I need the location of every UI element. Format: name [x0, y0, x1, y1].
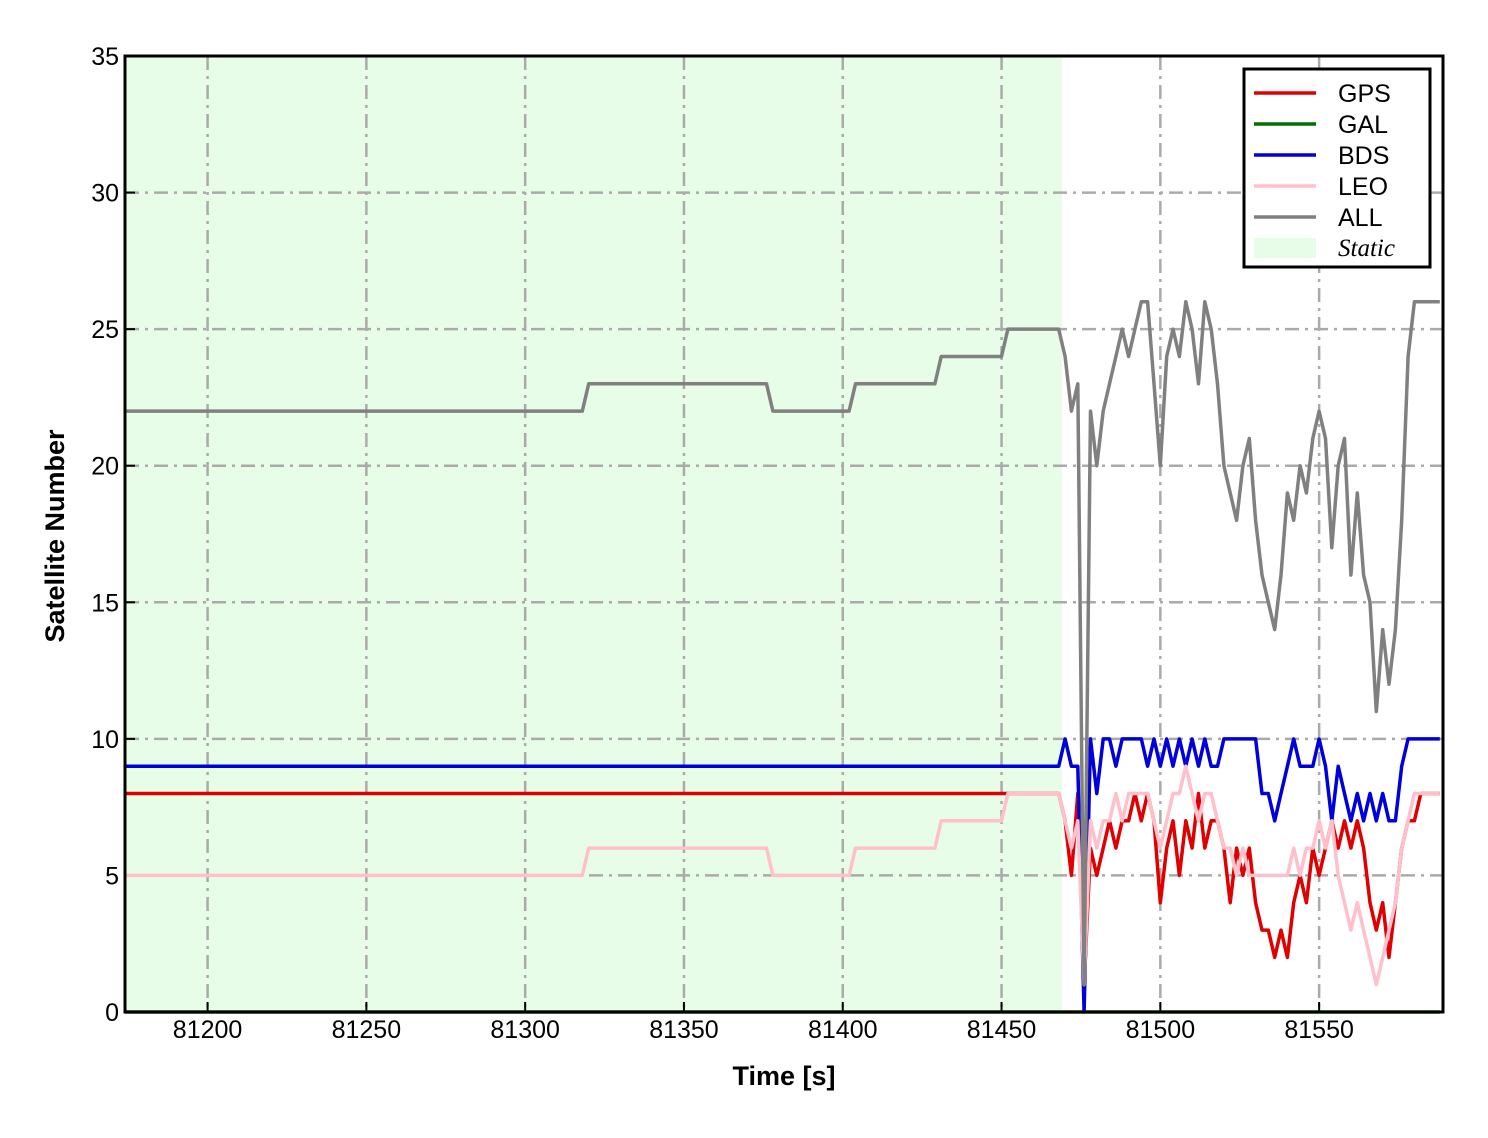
legend-label: ALL	[1338, 204, 1383, 232]
x-tick-label: 81500	[1126, 1016, 1196, 1044]
legend-label: GAL	[1338, 111, 1388, 139]
x-tick-label: 81350	[649, 1016, 719, 1044]
y-tick-label: 15	[91, 589, 119, 617]
x-tick-label: 81450	[967, 1016, 1037, 1044]
y-tick-label: 10	[91, 726, 119, 754]
y-tick-label: 20	[91, 453, 119, 481]
y-tick-label: 5	[105, 862, 119, 890]
y-tick-label: 35	[91, 43, 119, 71]
x-tick-label: 81550	[1284, 1016, 1354, 1044]
series-line	[125, 737, 1440, 1014]
y-axis-title: Satellite Number	[40, 429, 70, 643]
y-tick-label: 30	[91, 180, 119, 208]
legend-label: Static	[1338, 235, 1395, 262]
legend: GPS GAL BDS LEO ALL Static	[1242, 67, 1432, 269]
legend-label: BDS	[1338, 142, 1389, 170]
x-axis-title: Time [s]	[732, 1061, 835, 1091]
static-region	[125, 56, 1062, 1012]
x-tick-label: 81300	[490, 1016, 560, 1044]
legend-swatch	[1254, 238, 1316, 258]
y-tick-label: 25	[91, 316, 119, 344]
x-tick-label: 81250	[332, 1016, 402, 1044]
series-line	[125, 300, 1440, 987]
y-tick-label: 0	[105, 999, 119, 1027]
plot-frame	[123, 54, 1445, 1014]
legend-label: LEO	[1338, 173, 1388, 201]
series-line	[125, 764, 1440, 987]
legend-label: GPS	[1338, 80, 1391, 108]
x-tick-label: 81400	[808, 1016, 878, 1044]
x-tick-label: 81200	[173, 1016, 243, 1044]
legend-box	[1242, 67, 1432, 269]
